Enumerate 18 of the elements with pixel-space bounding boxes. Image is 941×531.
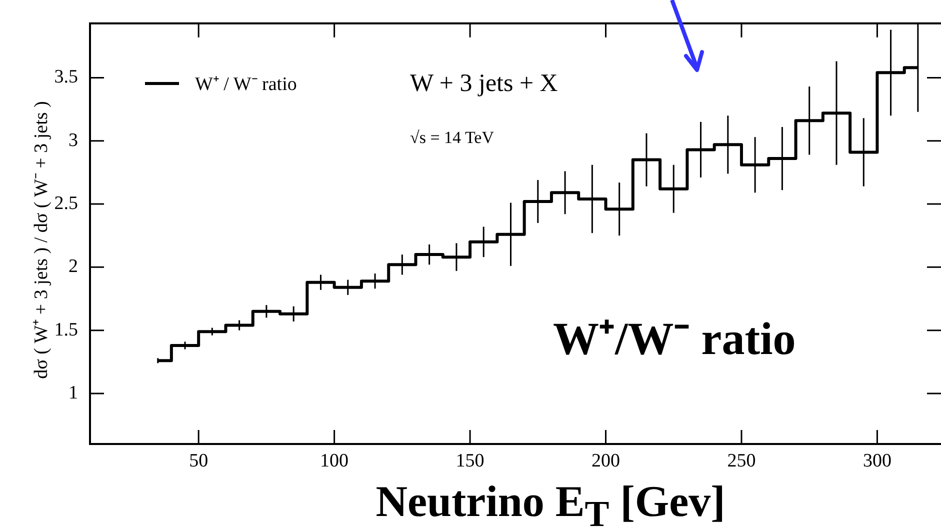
x-tick-label: 50	[189, 450, 208, 472]
x-tick-label: 250	[727, 450, 756, 472]
y-tick-label: 3	[68, 130, 78, 151]
y-tick-label: 1.5	[54, 319, 78, 340]
y-tick-label: 3.5	[54, 66, 78, 88]
annotation: W⁺/W⁻ ratio	[553, 312, 796, 366]
legend-label: W⁺ / W⁻ ratio	[195, 73, 297, 96]
x-tick-label: 300	[862, 450, 892, 472]
x-tick-label: 100	[320, 450, 349, 472]
annotation: W + 3 jets + X	[410, 70, 558, 98]
x-tick-label: 200	[592, 450, 620, 472]
x-axis-title: Neutrino E$_{T}$ [Gev]	[374, 476, 726, 531]
y-tick-label: 2	[68, 256, 78, 278]
annotation: √s = 14 TeV	[410, 128, 494, 148]
y-tick-label: 1	[68, 382, 78, 404]
x-tick-label: 150	[456, 450, 484, 472]
y-tick-label: 2.5	[54, 193, 78, 214]
y-axis-title: dσ ( W⁺ + 3 jets ) / dσ ( W⁻ + 3 jets )	[30, 101, 53, 379]
